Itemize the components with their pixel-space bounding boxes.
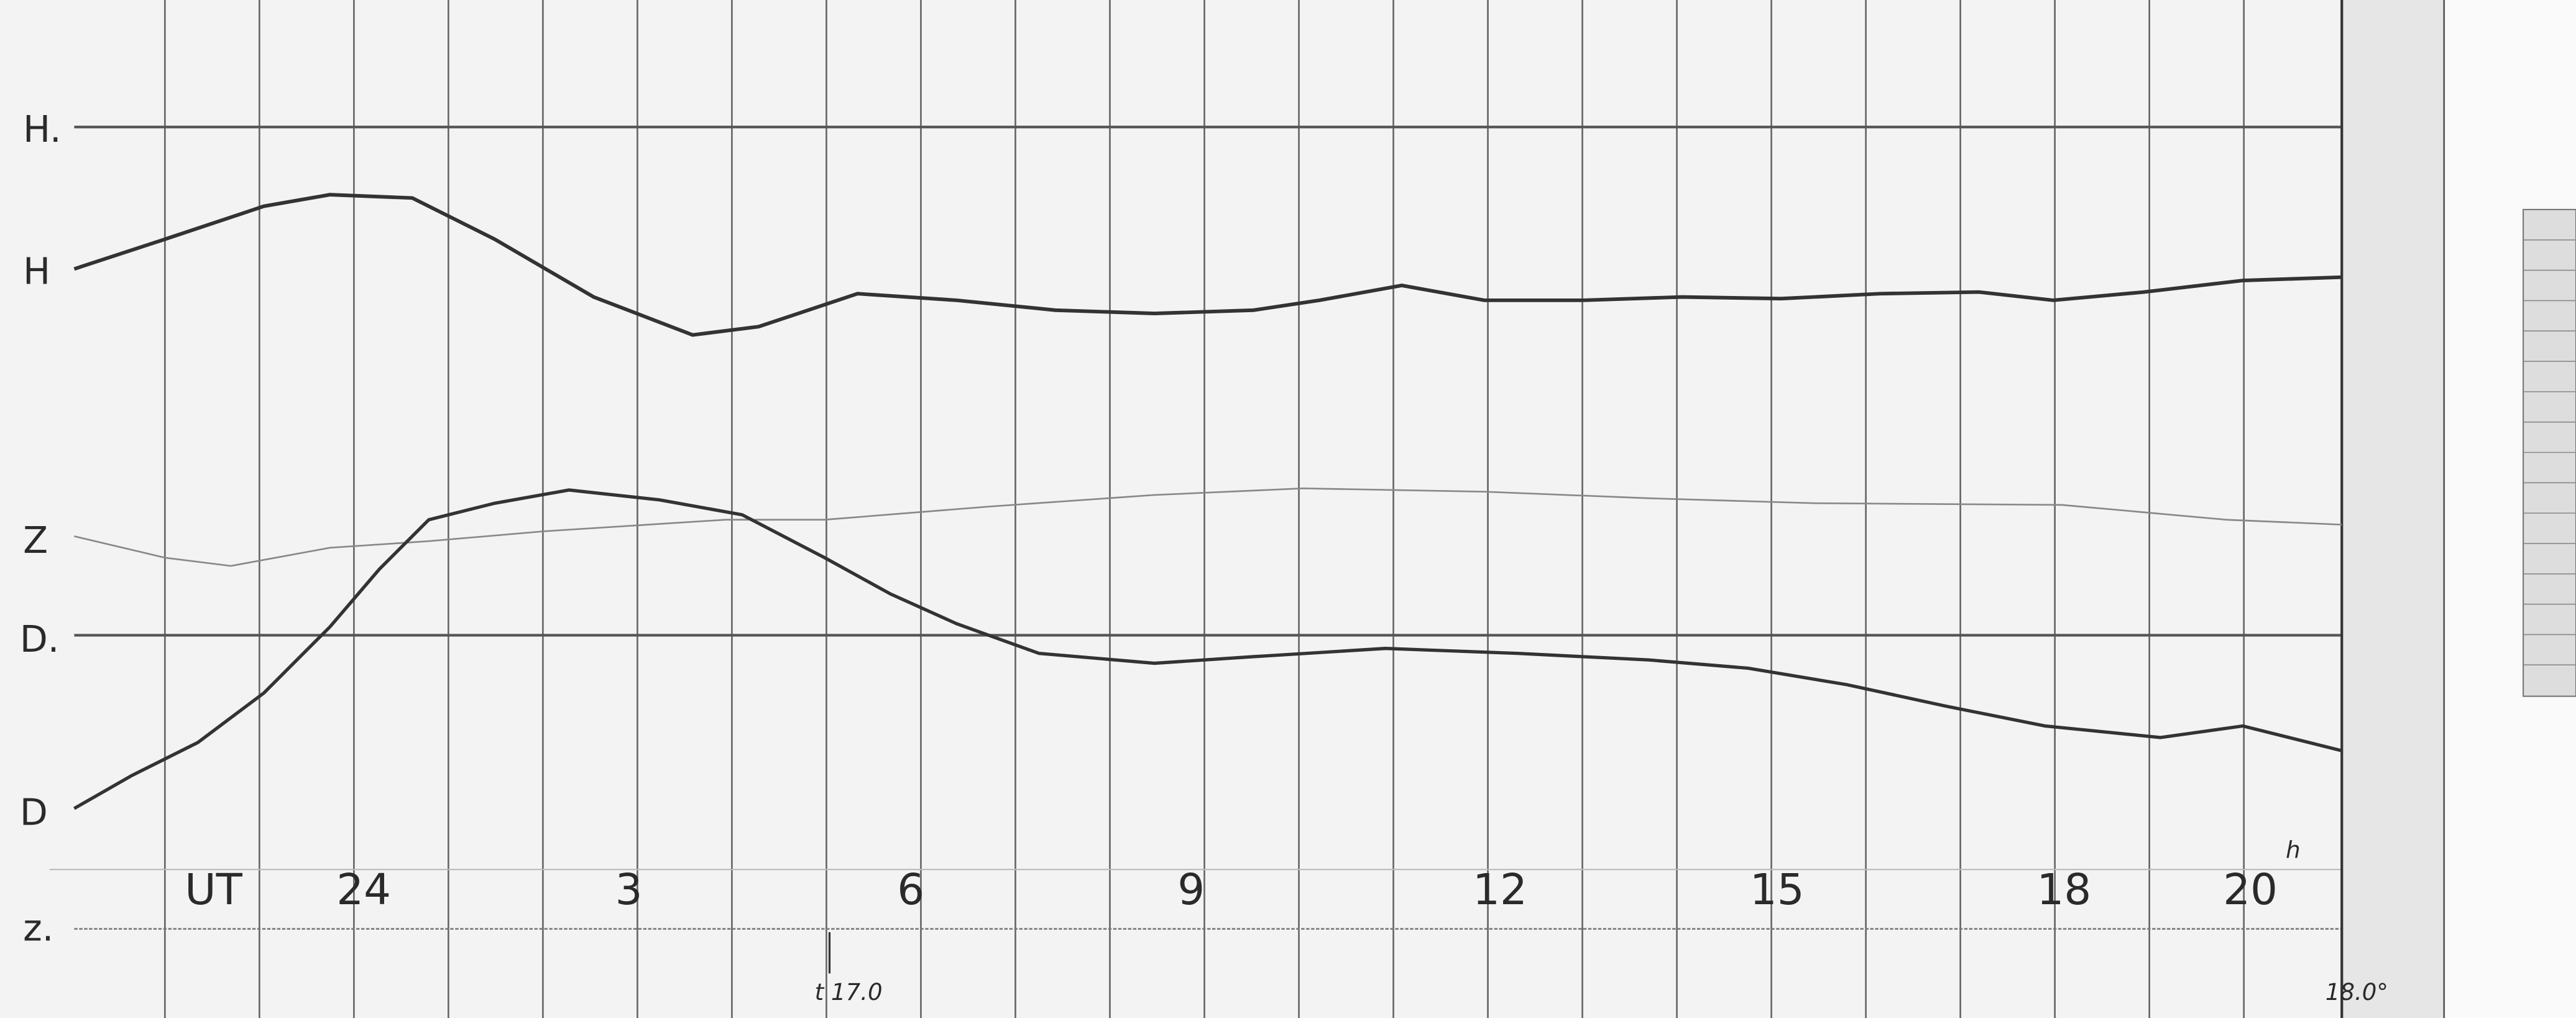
h-label: H xyxy=(23,250,50,292)
hour-label: 18 xyxy=(2036,865,2091,915)
d-label: D xyxy=(20,792,48,834)
hour-label: 3 xyxy=(615,865,643,915)
hour-label: 20 xyxy=(2223,865,2278,915)
scale-strip xyxy=(2523,208,2576,697)
hour-label: 15 xyxy=(1750,865,1805,915)
hour-labels: 24 3 6 9 12 15 18 20 xyxy=(336,865,2278,915)
hour-label: 24 xyxy=(336,865,391,915)
z-base-label: z. xyxy=(23,907,53,949)
z-trace xyxy=(74,488,2342,567)
hour-label: 9 xyxy=(1177,865,1205,915)
h-trace xyxy=(73,193,2342,337)
start-mark: t 17.0 xyxy=(815,979,883,1006)
h-base-label: H. xyxy=(23,108,61,150)
paper-margin xyxy=(2342,0,2444,1018)
grid xyxy=(163,0,2245,1018)
hour-label: 12 xyxy=(1473,865,1527,915)
time-unit: UT xyxy=(185,865,242,915)
end-mark: 18.0° xyxy=(2325,979,2388,1006)
hour-suffix: h xyxy=(2286,837,2301,864)
d-base-label: D. xyxy=(20,618,59,660)
d-trace xyxy=(73,488,2342,810)
hour-label: 6 xyxy=(897,865,924,915)
z-label: Z xyxy=(23,519,48,562)
